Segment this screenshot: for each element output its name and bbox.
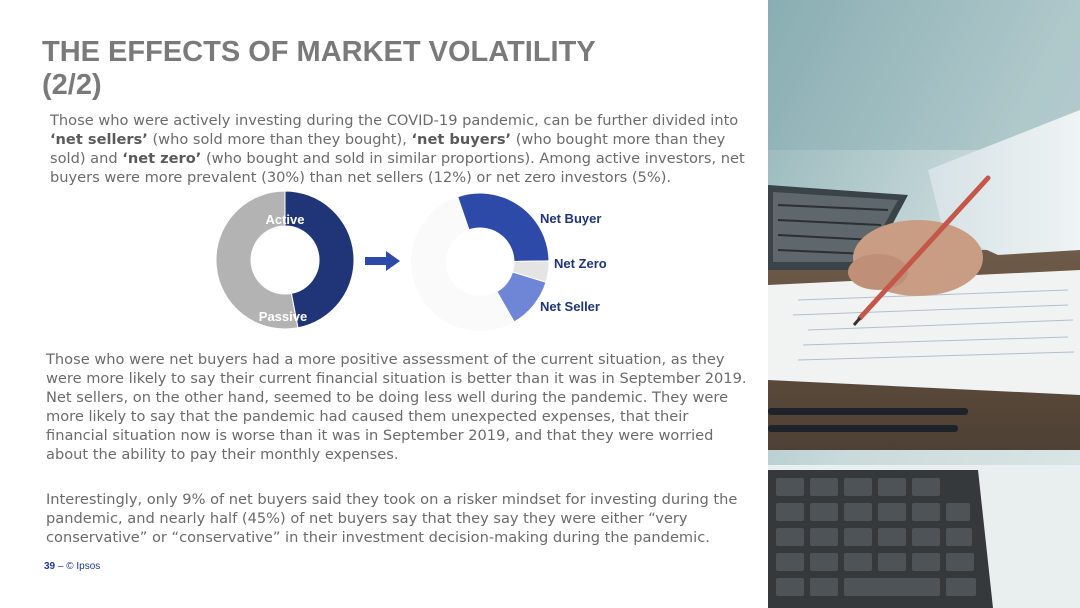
slide-title: THE EFFECTS OF MARKET VOLATILITY (2/2) xyxy=(42,36,742,102)
paragraph-mindset: Interestingly, only 9% of net buyers sai… xyxy=(46,491,738,546)
intro-bold-net-zero: ‘net zero’ xyxy=(122,150,202,167)
intro-bold-net-buyers: ‘net buyers’ xyxy=(411,131,512,148)
intro-text-1: Those who were actively investing during… xyxy=(50,112,739,129)
slice-net-buyer xyxy=(457,192,550,262)
legend-net-buyer: Net Buyer xyxy=(540,211,601,226)
donut-charts: Active Passive Net Buyer Net Zero Net Selle… xyxy=(215,190,607,331)
intro-text-2: (who sold more than they bought), xyxy=(147,131,412,148)
paragraph-net-buyers-sellers: Those who were net buyers had a more pos… xyxy=(46,351,747,463)
slice-net-seller xyxy=(496,271,547,323)
intro-text-3: (who bought more than they sold) and xyxy=(50,131,726,167)
label-passive: Passive xyxy=(259,309,307,324)
title-line-1: THE EFFECTS OF MARKET VOLATILITY xyxy=(42,36,596,68)
investor-type-donut: Net Buyer Net Zero Net Seller xyxy=(411,192,607,331)
page-number: 39 xyxy=(44,561,56,572)
intro-text-4: (who bought and sold in similar proporti… xyxy=(50,150,745,186)
footer: 39 – © Ipsos xyxy=(44,561,100,572)
copyright: © Ipsos xyxy=(66,561,101,572)
legend-net-zero: Net Zero xyxy=(554,256,607,271)
title-line-2: (2/2) xyxy=(42,69,102,101)
footer-separator: – xyxy=(55,561,67,572)
legend-net-seller: Net Seller xyxy=(540,299,600,314)
photo-icon xyxy=(768,0,1080,608)
intro-bold-net-sellers: ‘net sellers’ xyxy=(50,131,148,148)
active-passive-donut: Active Passive xyxy=(215,190,355,330)
label-active: Active xyxy=(265,212,304,227)
slice-active xyxy=(284,190,355,329)
intro-paragraph: Those who were actively investing during… xyxy=(50,111,750,187)
office-photo xyxy=(768,0,1080,608)
arrow-right-icon xyxy=(365,251,400,271)
slice-passive xyxy=(215,190,299,330)
